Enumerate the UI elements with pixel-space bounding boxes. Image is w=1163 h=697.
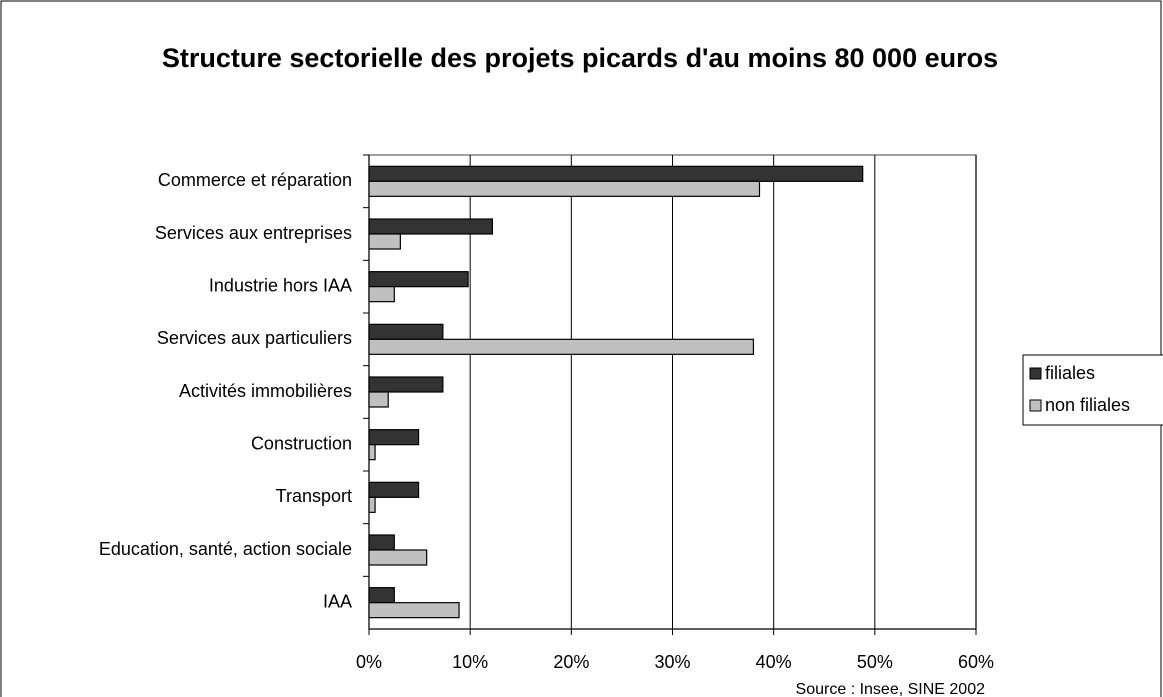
y-tick-label: Commerce et réparation [158, 170, 352, 190]
chart-title: Structure sectorielle des projets picard… [161, 43, 999, 73]
y-tick-label: Services aux particuliers [157, 328, 352, 348]
y-tick-label: Education, santé, action sociale [99, 539, 352, 559]
legend-label: filiales [1045, 363, 1095, 383]
x-tick-label: 20% [553, 652, 589, 672]
x-tick-label: 30% [654, 652, 690, 672]
x-tick-label: 60% [958, 652, 994, 672]
bar [368, 323, 444, 340]
source-note: Source : Insee, SINE 2002 [796, 681, 986, 697]
x-tick-label: 50% [857, 652, 893, 672]
y-tick-label: Services aux entreprises [155, 223, 352, 243]
bar [368, 602, 460, 619]
bar [368, 271, 469, 288]
x-tick-label: 0% [356, 652, 382, 672]
bar [368, 429, 420, 446]
bar [368, 534, 395, 551]
bar [368, 587, 395, 604]
y-tick-label: Activités immobilières [179, 381, 352, 401]
bar [368, 218, 494, 235]
x-tick-label: 40% [756, 652, 792, 672]
x-tick-label: 10% [452, 652, 488, 672]
bar [368, 180, 761, 197]
legend-swatch [1029, 367, 1042, 380]
y-tick-label: Construction [251, 433, 352, 453]
bar [368, 165, 864, 182]
y-tick-label: Transport [276, 486, 352, 506]
bar [368, 444, 376, 461]
bar [368, 496, 376, 513]
bar [368, 286, 395, 303]
bar [368, 233, 401, 250]
legend-label: non filiales [1045, 395, 1130, 415]
bar [368, 338, 755, 355]
bar [368, 549, 428, 566]
y-tick-label: IAA [323, 591, 352, 611]
y-tick-label: Industrie hors IAA [209, 275, 352, 295]
legend-swatch [1029, 399, 1042, 412]
legend-box [1022, 354, 1163, 426]
bar [368, 391, 389, 408]
bar [368, 481, 420, 498]
bar [368, 376, 444, 393]
